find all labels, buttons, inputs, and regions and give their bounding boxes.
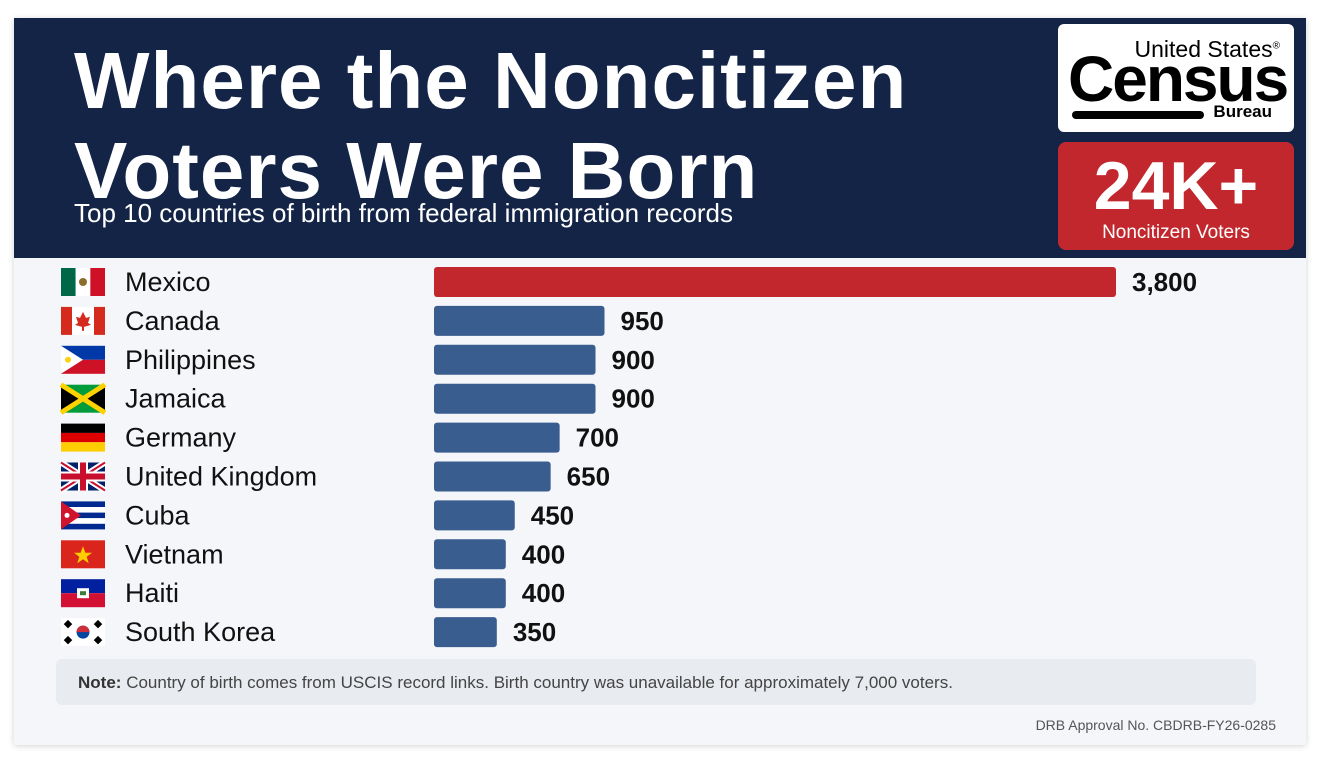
note-box: Note: Country of birth comes from USCIS …: [56, 659, 1256, 705]
haiti-flag-icon: [61, 579, 105, 608]
value-label: 700: [576, 423, 619, 453]
vietnam-flag-icon: [61, 540, 105, 569]
chart-row: Philippines 900: [61, 344, 655, 375]
logo-underline: [1072, 111, 1204, 119]
category-label: United Kingdom: [125, 462, 317, 492]
category-label: Haiti: [125, 578, 179, 608]
category-label: Germany: [125, 423, 237, 453]
note-body: Country of birth comes from USCIS record…: [126, 673, 953, 692]
page-title: Where the Noncitizen Voters Were Born: [74, 36, 907, 216]
chart-row: Vietnam 400: [61, 539, 565, 570]
total-badge: 24K+ Noncitizen Voters: [1058, 142, 1294, 250]
jamaica-flag-icon: [59, 382, 107, 415]
subtitle: Top 10 countries of birth from federal i…: [74, 198, 733, 228]
title-line-2: Voters Were Born: [74, 126, 759, 215]
chart-row: Haiti 400: [61, 578, 565, 609]
note-label: Note:: [78, 673, 122, 692]
title-line-1: Where the Noncitizen: [74, 36, 908, 125]
value-label: 400: [522, 539, 565, 569]
bar: [434, 461, 551, 492]
germany-flag-icon: [61, 423, 105, 452]
note-text: Note: Country of birth comes from USCIS …: [78, 673, 953, 693]
value-label: 3,800: [1132, 267, 1197, 297]
census-logo: United States® Census Bureau: [1058, 24, 1294, 132]
approval-number: DRB Approval No. CBDRB-FY26-0285: [1035, 717, 1276, 733]
bar: [434, 267, 1116, 297]
category-label: Vietnam: [125, 539, 224, 569]
bar: [434, 383, 596, 414]
chart-row: United Kingdom 650: [59, 459, 610, 494]
canada-flag-icon: [61, 306, 105, 335]
category-label: Canada: [125, 306, 221, 336]
bar: [434, 500, 515, 531]
chart-row: Germany 700: [61, 422, 619, 453]
logo-bureau: Bureau: [1213, 102, 1272, 121]
category-label: Philippines: [125, 345, 256, 375]
category-label: Jamaica: [125, 384, 227, 414]
value-label: 650: [567, 462, 610, 492]
badge-label: Noncitizen Voters: [1102, 222, 1250, 243]
bar: [434, 617, 497, 648]
value-label: 950: [621, 306, 664, 336]
bar: [434, 305, 605, 336]
chart-row: Mexico 3,800: [61, 267, 1197, 297]
badge-number: 24K+: [1093, 148, 1259, 224]
chart-row: South Korea 350: [61, 617, 556, 648]
bar: [434, 578, 506, 609]
bar: [434, 422, 560, 453]
category-label: Mexico: [125, 267, 211, 297]
mexico-flag-icon: [61, 268, 105, 296]
value-label: 900: [612, 384, 655, 414]
chart-row: Cuba 450: [61, 500, 574, 531]
bar: [434, 539, 506, 570]
bar: [434, 344, 596, 375]
category-label: Cuba: [125, 500, 191, 530]
chart-row: Jamaica 900: [59, 382, 655, 415]
logo-census-wordmark: Census: [1068, 43, 1289, 115]
philippines-flag-icon: [61, 345, 105, 374]
value-label: 450: [531, 500, 574, 530]
logo-united-states: United States®: [1134, 36, 1280, 62]
header-banner: Where the Noncitizen Voters Were Born To…: [14, 18, 1306, 258]
value-label: 400: [522, 578, 565, 608]
chart-row: Canada 950: [61, 305, 664, 336]
south-korea-flag-icon: [61, 618, 105, 647]
cuba-flag-icon: [61, 501, 105, 530]
infographic-card: Where the Noncitizen Voters Were Born To…: [14, 18, 1306, 745]
value-label: 350: [513, 617, 556, 647]
united-kingdom-flag-icon: [59, 459, 107, 494]
category-label: South Korea: [125, 617, 276, 647]
value-label: 900: [612, 345, 655, 375]
